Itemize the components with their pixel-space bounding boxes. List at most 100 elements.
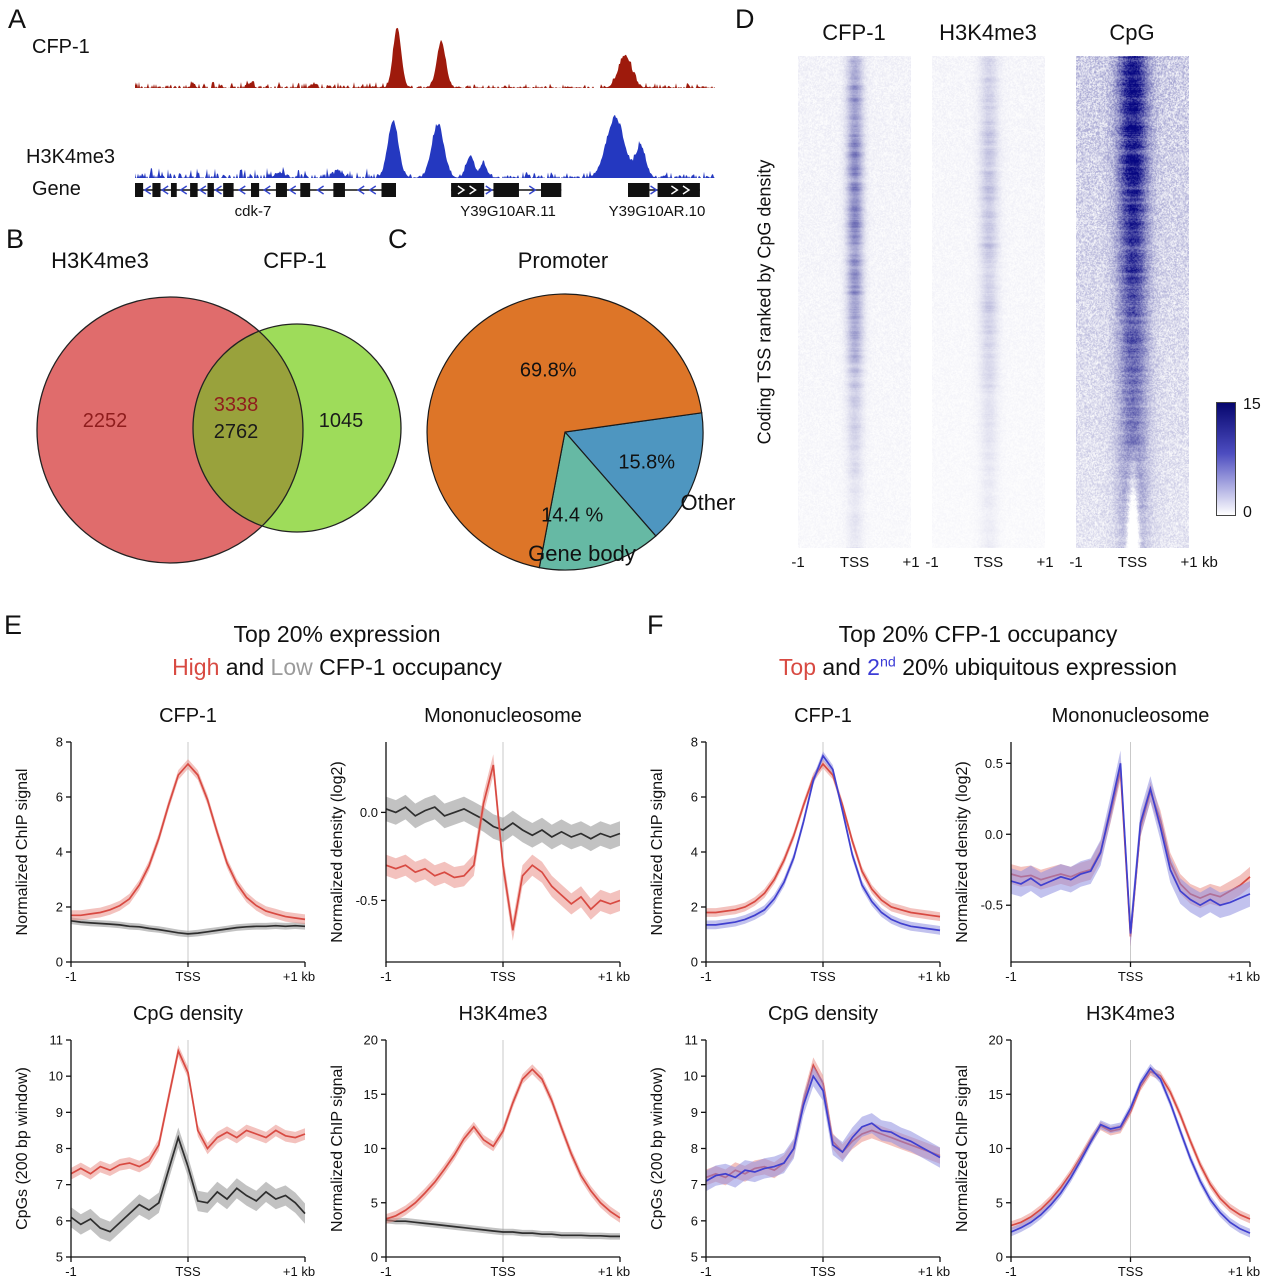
svg-text:11: 11: [685, 1033, 699, 1048]
svg-text:9: 9: [56, 1105, 63, 1120]
heatmap-xtick: +1: [902, 554, 920, 571]
svg-text:Normalized density (log2): Normalized density (log2): [329, 761, 346, 942]
svg-text:-1: -1: [1005, 969, 1017, 984]
svg-text:0: 0: [56, 955, 63, 970]
svg-text:0.0: 0.0: [360, 805, 378, 820]
svg-text:+1 kb: +1 kb: [283, 969, 315, 984]
svg-text:Normalized ChIP signal: Normalized ChIP signal: [329, 1065, 346, 1232]
svg-text:0: 0: [371, 1250, 378, 1265]
line-chart-f-h3k4me3: H3K4me3 Normalized ChIP signal 0 5 10 15 20 -1 T…: [954, 1003, 1260, 1279]
svg-text:2762: 2762: [214, 421, 259, 443]
svg-text:CpG density: CpG density: [133, 1003, 243, 1025]
h3k4me3-track-label: H3K4me3: [26, 146, 115, 168]
panel-f-label: F: [647, 610, 664, 640]
genome-tracks: [135, 27, 715, 197]
svg-text:7: 7: [56, 1177, 63, 1192]
svg-text:+1 kb: +1 kb: [1228, 969, 1260, 984]
svg-text:0: 0: [996, 1250, 1003, 1265]
heatmap-xtick: -1: [1069, 554, 1083, 571]
heatmap-xtick: TSS: [973, 554, 1004, 571]
venn-diagram: 2252 3338 2762 1045: [36, 296, 402, 564]
line-chart-e-mononucleosome: Mononucleosome Normalized density (log2) 0…: [329, 705, 630, 984]
svg-text:+1 kb: +1 kb: [598, 969, 630, 984]
panel-e-title-line2: High and Low CFP-1 occupancy: [172, 654, 502, 680]
pie-chart: 15.8% 14.4 % 69.8%: [426, 293, 704, 571]
line-chart-e-cpg-density: CpG density CpGs (200 bp window) 5 6 7 8 9 10 11…: [14, 1003, 315, 1279]
panel-e-title-line1: Top 20% expression: [233, 621, 441, 647]
gene-name-y39g10ar-10: Y39G10AR.10: [608, 203, 706, 220]
svg-text:TSS: TSS: [810, 969, 836, 984]
svg-text:+1 kb: +1 kb: [918, 969, 950, 984]
svg-text:TSS: TSS: [1118, 969, 1144, 984]
svg-text:5: 5: [371, 1195, 378, 1210]
svg-text:Normalized density (log2): Normalized density (log2): [954, 761, 971, 942]
panel-a-label: A: [8, 4, 27, 34]
pie-callout-other: Other: [680, 490, 736, 515]
heatmap-xtick: +1: [1036, 554, 1054, 571]
line-chart-e-cfp1: CFP-1 Normalized ChIP signal 0 2 4 6 8 -1 TSS +1 …: [14, 705, 315, 984]
svg-text:9: 9: [691, 1105, 698, 1120]
svg-text:6: 6: [56, 790, 63, 805]
gene-track-label: Gene: [32, 178, 81, 200]
svg-text:H3K4me3: H3K4me3: [459, 1003, 548, 1025]
svg-text:H3K4me3: H3K4me3: [1086, 1003, 1175, 1025]
svg-text:10: 10: [989, 1141, 1003, 1156]
panel-c-label: C: [388, 224, 408, 254]
venn-set-label-h3k4me3: H3K4me3: [51, 248, 149, 273]
heatmap-xtick: -1: [791, 554, 805, 571]
svg-text:5: 5: [996, 1195, 1003, 1210]
svg-text:Normalized ChIP signal: Normalized ChIP signal: [14, 769, 31, 936]
svg-text:Mononucleosome: Mononucleosome: [424, 705, 582, 727]
colorbar: [1216, 402, 1236, 516]
svg-text:8: 8: [56, 735, 63, 750]
svg-text:TSS: TSS: [490, 969, 516, 984]
svg-text:Normalized ChIP signal: Normalized ChIP signal: [954, 1065, 971, 1232]
line-chart-f-mononucleosome: Mononucleosome Normalized density (log2) 0…: [954, 705, 1260, 984]
venn-set-label-cfp1: CFP-1: [263, 248, 327, 273]
panel-b-label: B: [6, 224, 25, 254]
heatmap-xtick: -1: [925, 554, 939, 571]
panel-f-title-line2: Top and 2nd 20% ubiquitous expression: [778, 654, 1178, 680]
svg-text:-1: -1: [700, 1264, 712, 1279]
svg-text:+1 kb: +1 kb: [598, 1264, 630, 1279]
cfp1-track-label: CFP-1: [32, 36, 90, 58]
svg-text:0: 0: [691, 955, 698, 970]
svg-text:2: 2: [691, 900, 698, 915]
svg-text:20: 20: [989, 1033, 1003, 1048]
svg-text:-1: -1: [380, 969, 392, 984]
pie-title: Promoter: [517, 248, 609, 273]
panel-f-title-line1: Top 20% CFP-1 occupancy: [838, 621, 1118, 647]
svg-text:2: 2: [56, 900, 63, 915]
svg-text:TSS: TSS: [490, 1264, 516, 1279]
panel-d-label: D: [735, 4, 755, 34]
heatmap-title-h3k4me3: H3K4me3: [939, 20, 1037, 45]
svg-text:-0.5: -0.5: [356, 893, 378, 908]
svg-text:11: 11: [50, 1033, 64, 1048]
heatmap-canvas-h3k4me3: [932, 56, 1045, 548]
svg-text:-0.5: -0.5: [981, 898, 1003, 913]
svg-text:0.0: 0.0: [985, 827, 1003, 842]
svg-text:6: 6: [691, 1213, 698, 1228]
svg-text:20: 20: [364, 1033, 378, 1048]
svg-text:0.5: 0.5: [985, 756, 1003, 771]
svg-text:10: 10: [49, 1069, 63, 1084]
panel-e-label: E: [4, 610, 23, 640]
svg-text:Mononucleosome: Mononucleosome: [1052, 705, 1210, 727]
svg-text:CpGs (200 bp window): CpGs (200 bp window): [649, 1067, 666, 1230]
heatmap-title-cpg: CpG: [1109, 20, 1155, 45]
heatmap-xtick: +1: [1180, 554, 1198, 571]
svg-text:5: 5: [56, 1250, 63, 1265]
svg-text:-1: -1: [380, 1264, 392, 1279]
pie-callout-gene-body: Gene body: [528, 541, 636, 566]
svg-text:8: 8: [691, 735, 698, 750]
svg-text:69.8%: 69.8%: [520, 359, 577, 381]
svg-text:8: 8: [691, 1141, 698, 1156]
svg-text:-1: -1: [700, 969, 712, 984]
line-chart-e-h3k4me3: H3K4me3 Normalized ChIP signal 0 5 10 15 20 -1 T…: [329, 1003, 630, 1279]
svg-text:+1 kb: +1 kb: [918, 1264, 950, 1279]
gene-name-y39g10ar-11: Y39G10AR.11: [460, 203, 556, 220]
svg-text:8: 8: [56, 1141, 63, 1156]
heatmap-canvas-cfp1: [798, 56, 911, 548]
svg-text:7: 7: [691, 1177, 698, 1192]
